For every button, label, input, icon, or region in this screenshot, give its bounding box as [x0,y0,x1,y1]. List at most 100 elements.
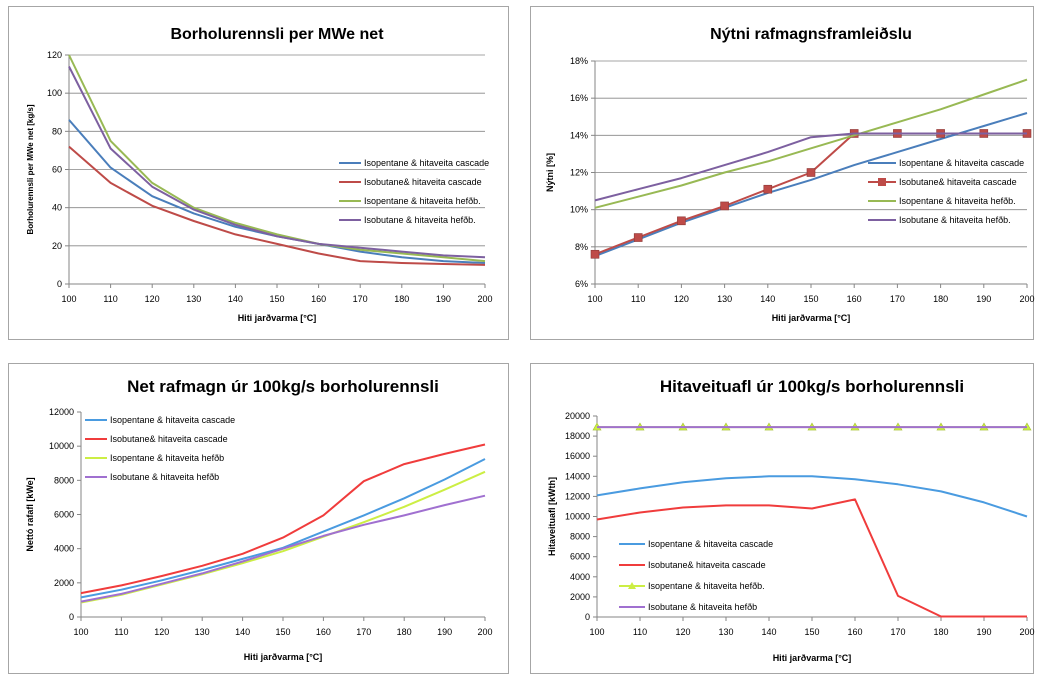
x-tick-label: 150 [275,627,290,637]
legend-label: Isobutane & hitaveita hefðb. [364,215,476,225]
legend-label: Isobutane& hitaveita cascade [648,560,766,570]
chart-title: Nýtni rafmagnsframleiðslu [710,26,912,43]
x-tick-label: 120 [675,627,690,637]
legend-label: Isobutane & hitaveita hefðb. [899,215,1011,225]
data-point [763,184,773,194]
y-tick-label: 4000 [570,572,590,582]
x-tick-label: 100 [73,627,88,637]
y-axis-label: Nettó rafafl [kWe] [25,477,35,551]
x-tick-label: 150 [269,294,284,304]
y-tick-label: 20 [52,241,62,251]
legend-label: Isobutane& hitaveita cascade [364,177,482,187]
legend-label: Isopentane & hitaveita cascade [899,158,1024,168]
x-tick-label: 190 [437,627,452,637]
y-tick-label: 0 [69,612,74,622]
series-line-4 [68,66,486,259]
x-tick-label: 150 [804,627,819,637]
x-tick-label: 130 [186,294,201,304]
x-tick-label: 200 [477,294,492,304]
y-axis-label: Nýtni [%] [545,153,555,192]
legend-marker [628,582,636,589]
x-tick-label: 130 [718,627,733,637]
legend-label: Isopentane & hitaveita cascade [648,539,773,549]
x-tick-label: 200 [1019,627,1034,637]
x-axis-label: Hiti jarðvarma [°C] [773,653,852,663]
x-tick-label: 200 [1019,294,1034,304]
y-tick-label: 0 [585,612,590,622]
y-tick-label: 10% [570,205,588,215]
data-point [806,168,816,177]
x-tick-label: 160 [311,294,326,304]
y-tick-label: 60 [52,165,62,175]
legend-marker [878,178,886,186]
y-tick-label: 2000 [54,578,74,588]
legend-label: Isopentane & hitaveita cascade [364,158,489,168]
legend-label: Isobutane & hitaveita hefðb [110,472,219,482]
x-tick-label: 200 [477,627,492,637]
data-point [590,249,600,259]
legend-label: Isobutane& hitaveita cascade [899,177,1017,187]
x-tick-label: 130 [717,294,732,304]
x-tick-label: 170 [890,627,905,637]
y-tick-label: 6% [575,279,588,289]
y-tick-label: 6000 [570,552,590,562]
series-line-2 [68,145,486,266]
chart-panel-district-heat: Hitaveituafl úr 100kg/s borholurennsli 0 2… [530,363,1035,674]
x-tick-label: 130 [195,627,210,637]
series-line-1 [596,475,1028,518]
x-tick-label: 160 [847,294,862,304]
x-tick-label: 140 [228,294,243,304]
chart-svg: Hitaveituafl úr 100kg/s borholurennsli 0 2… [547,377,1035,663]
x-axis-label: Hiti jarðvarma [°C] [244,652,323,662]
y-tick-label: 16% [570,93,588,103]
x-tick-label: 170 [356,627,371,637]
legend-label: Isobutane& hitaveita cascade [110,434,228,444]
y-tick-label: 8% [575,242,588,252]
chart-title: Net rafmagn úr 100kg/s borholurennsli [127,377,439,396]
x-tick-label: 110 [114,627,128,637]
series-line-3 [68,54,486,263]
y-tick-label: 40 [52,203,62,213]
series-line-4 [594,132,1027,202]
x-tick-label: 180 [933,294,948,304]
y-axis-label: Borholurennsli per MWe net [kg/s] [26,104,35,234]
chart-title: Hitaveituafl úr 100kg/s borholurennsli [660,377,964,396]
chart-panel-flow-per-mwe: Borholurennsli per MWe net 0 20 40 60 80 100 12… [8,6,509,340]
legend-label: Isopentane & hitaveita hefðb. [899,196,1016,206]
chart-svg: Nýtni rafmagnsframleiðslu 6% 8% 10% 12% 14% 16… [545,26,1035,323]
x-tick-label: 160 [847,627,862,637]
x-tick-label: 190 [976,627,991,637]
x-axis-label: Hiti jarðvarma [°C] [238,313,317,323]
x-tick-label: 110 [103,294,117,304]
y-tick-label: 0 [57,279,62,289]
chart-panel-efficiency: Nýtni rafmagnsframleiðslu 6% 8% 10% 12% 14% 16… [530,6,1035,340]
x-tick-label: 100 [589,627,604,637]
x-tick-label: 120 [145,294,160,304]
series-line-3 [594,78,1028,209]
series-line-2 [596,498,1027,618]
x-tick-label: 120 [674,294,689,304]
data-point [720,201,729,211]
y-tick-label: 12000 [565,491,590,501]
y-tick-label: 14% [570,130,588,140]
y-tick-label: 2000 [570,592,590,602]
x-tick-label: 190 [976,294,991,304]
legend-label: Isobutane & hitaveita hefðb [648,602,757,612]
legend-label: Isopentane & hitaveita cascade [110,415,235,425]
chart-svg: Borholurennsli per MWe net 0 20 40 60 80 100 12… [26,26,493,323]
y-axis-label: Hitaveituafl [kWth] [547,477,557,556]
y-tick-label: 16000 [565,451,590,461]
x-tick-label: 190 [436,294,451,304]
x-axis-label: Hiti jarðvarma [°C] [772,313,851,323]
chart-panel-net-power: Net rafmagn úr 100kg/s borholurennsli 0 20… [8,363,509,674]
x-tick-label: 140 [760,294,775,304]
x-tick-label: 140 [761,627,776,637]
x-tick-label: 120 [154,627,169,637]
y-tick-label: 12000 [49,407,74,417]
chart-svg: Net rafmagn úr 100kg/s borholurennsli 0 20… [25,377,493,662]
y-tick-label: 20000 [565,411,590,421]
x-tick-label: 180 [394,294,409,304]
y-tick-label: 6000 [54,510,74,520]
y-tick-label: 10000 [49,441,74,451]
x-tick-label: 170 [353,294,368,304]
